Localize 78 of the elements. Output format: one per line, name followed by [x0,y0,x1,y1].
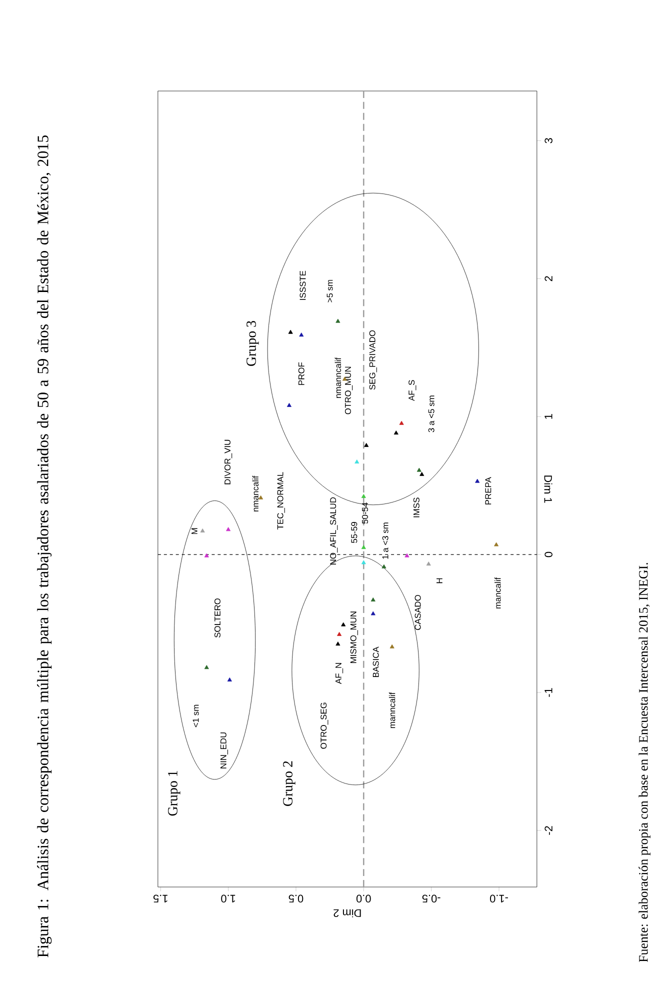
point [226,527,231,532]
source-note: Fuente: elaboración propia con base en la Encuesta Intercensal 2015, INEGI. [638,562,650,962]
point [382,564,386,568]
y-tick-label: -1 [544,688,552,697]
point [337,632,342,636]
point [370,597,376,602]
annotation: mancalif [494,577,501,608]
x-tick-label: 0.5 [288,894,304,903]
y-axis-title: Dim 1 [544,476,552,503]
annotation: AF_S [408,380,416,401]
annotation: manncalif [389,692,396,728]
annotation: 55-59 [351,522,358,543]
point [361,560,366,564]
x-tick-label: 0.0 [356,894,371,903]
point [416,468,422,472]
point [399,420,404,425]
point [204,553,209,558]
x-tick-label: -1.0 [490,894,508,903]
point [227,677,232,682]
annotation: AF_N [336,663,344,684]
point [258,495,264,500]
annotation: Grupo 2 [283,761,296,806]
annotation: IMSS [413,498,420,518]
point [286,402,292,407]
point [354,460,360,464]
annotation: nmanncalif [334,357,342,398]
annotation: SOLTERO [214,598,221,638]
annotation: PREPA [485,477,492,504]
annotation: MISMO_MUN [350,612,358,663]
y-tick-label: -2 [544,826,552,835]
annotation: DIVOR_VIU [224,440,232,484]
annotation: <1 sm [192,704,199,728]
point [390,644,394,648]
annotation: 1 a <3 sm [382,522,388,559]
point [426,562,431,566]
annotation: Grupo 1 [168,770,180,816]
point [336,642,340,646]
annotation: CASADO [414,594,421,630]
annotation: >5 sm [326,280,333,302]
point [299,332,304,337]
y-tick-label: 0 [544,552,552,558]
point [288,330,293,334]
annotation: 3 a <5 sm [428,396,434,432]
y-tick-label: 1 [544,414,552,419]
x-axis-title: Dim 2 [334,909,361,918]
point [494,542,499,546]
annotation: Grupo 3 [246,320,259,366]
text: Figura 1: Análisis de correspondencia múltiple para los trabajadores asalariados de 50 a 59 años del Estado de México, 2015 [37,135,52,958]
point [394,430,398,435]
point [364,442,369,447]
point [336,318,340,323]
y-tick-label: 2 [544,276,552,282]
annotation: OTRO_SEG [320,702,328,749]
point [420,472,424,476]
x-tick-label: 1.0 [221,894,236,903]
annotation: H [436,578,442,584]
annotation: TEC_NORMAL [277,472,285,530]
annotation: NIN_EDU [220,732,228,768]
annotation: BASICA [372,646,379,677]
point [404,553,410,558]
y-tick-label: 3 [544,138,552,144]
point [475,478,480,483]
point [361,494,366,498]
annotation: M [192,528,198,534]
annotation: nmancalif [252,476,259,512]
point [204,665,209,670]
annotation: SEG_PRIVADO [369,330,377,390]
x-tick-label: 1.5 [154,894,168,902]
annotation: 50-54 [362,502,368,524]
x-tick-label: -0.5 [422,894,440,903]
point [200,528,205,532]
annotation: OTRO_MUN [345,366,353,414]
annotation: PROF [298,362,304,385]
point [361,545,366,550]
point [341,622,346,626]
point [370,611,376,616]
annotation: NO_AFIL_SALUD [330,497,338,565]
annotation: ISSSTE [300,270,306,300]
